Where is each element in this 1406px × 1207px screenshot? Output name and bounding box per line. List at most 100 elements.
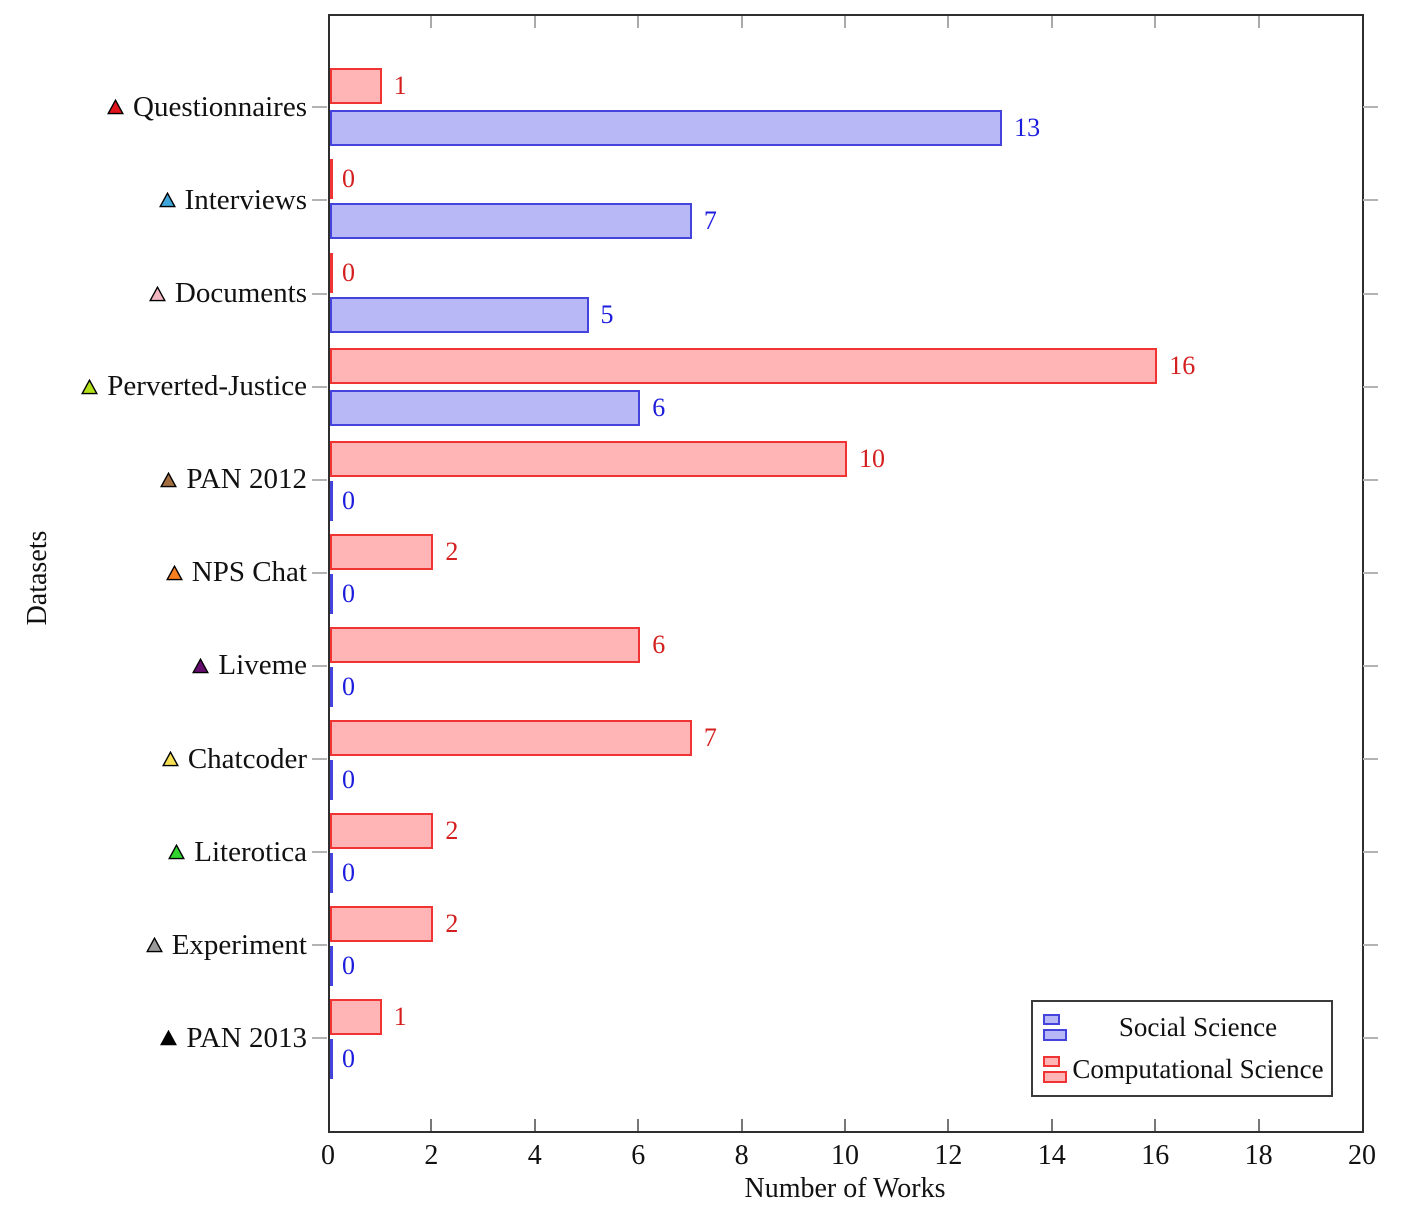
bar-social-science-perverted-justice xyxy=(330,389,641,426)
category-label-text: Chatcoder xyxy=(187,742,307,775)
x-tick-top-16 xyxy=(1154,16,1157,28)
x-tick-label-0: 0 xyxy=(321,1140,335,1171)
y-tick-right-perverted-justice xyxy=(1363,385,1378,388)
nps-chat-marker-icon xyxy=(165,564,183,581)
y-tick-left-questionnaires xyxy=(312,106,327,109)
y-tick-left-pan-2012 xyxy=(312,478,327,481)
bar-computational-science-questionnaires xyxy=(330,68,382,105)
value-label-social-science-experiment: 0 xyxy=(342,951,355,981)
category-label-text: Experiment xyxy=(171,928,307,961)
bar-computational-science-perverted-justice xyxy=(330,347,1158,384)
legend-label: Social Science xyxy=(1118,1011,1278,1042)
x-tick-8 xyxy=(740,1119,743,1131)
liveme-marker-icon xyxy=(192,657,210,674)
y-tick-left-pan-2013 xyxy=(312,1037,327,1040)
y-tick-right-questionnaires xyxy=(1363,106,1378,109)
category-label-liveme: Liveme xyxy=(192,646,307,686)
y-tick-left-interviews xyxy=(312,199,327,202)
y-tick-right-liveme xyxy=(1363,664,1378,667)
x-tick-top-10 xyxy=(844,16,846,28)
x-tick-label-16: 16 xyxy=(1141,1140,1170,1171)
category-label-text: Literotica xyxy=(194,835,307,868)
value-label-social-science-perverted-justice: 6 xyxy=(652,392,666,422)
value-label-computational-science-perverted-justice: 16 xyxy=(1169,350,1196,380)
x-tick-top-2 xyxy=(430,16,433,28)
category-label-questionnaires: Questionnaires xyxy=(107,87,307,127)
value-label-computational-science-documents: 0 xyxy=(342,257,355,287)
zero-bar-social-science-literotica xyxy=(330,853,333,894)
x-tick-label-2: 2 xyxy=(424,1140,439,1171)
legend-label: Computational Science xyxy=(1072,1054,1324,1085)
zero-bar-social-science-nps-chat xyxy=(330,573,333,614)
y-tick-right-interviews xyxy=(1363,199,1378,202)
x-tick-top-14 xyxy=(1050,16,1053,28)
chatcoder-marker-icon xyxy=(161,751,179,767)
x-tick-top-4 xyxy=(533,16,536,28)
x-tick-top-8 xyxy=(740,16,743,28)
value-label-computational-science-experiment: 2 xyxy=(445,909,459,939)
y-tick-left-literotica xyxy=(312,851,327,854)
y-axis-title: Datasets xyxy=(22,530,53,626)
questionnaires-marker-icon xyxy=(107,99,125,115)
value-label-computational-science-nps-chat: 2 xyxy=(445,536,459,566)
x-tick-10 xyxy=(844,1119,846,1131)
category-label-nps-chat: NPS Chat xyxy=(165,553,307,593)
category-label-chatcoder: Chatcoder xyxy=(161,739,307,779)
x-tick-6 xyxy=(637,1119,640,1131)
value-label-computational-science-literotica: 2 xyxy=(445,816,459,846)
x-tick-label-6: 6 xyxy=(631,1140,646,1171)
bar-computational-science-literotica xyxy=(330,813,434,850)
x-tick-top-6 xyxy=(637,16,640,28)
x-tick-label-10: 10 xyxy=(831,1140,859,1171)
pan-2013-marker-icon xyxy=(160,1030,178,1046)
category-label-experiment: Experiment xyxy=(145,925,307,965)
y-tick-left-documents xyxy=(312,292,327,295)
x-axis-title: Number of Works xyxy=(744,1173,946,1204)
value-label-computational-science-interviews: 0 xyxy=(342,164,355,194)
value-label-social-science-documents: 5 xyxy=(600,299,614,329)
social-science-swatch-icon xyxy=(1043,1013,1071,1041)
zero-bar-social-science-liveme xyxy=(330,666,333,707)
x-tick-label-12: 12 xyxy=(934,1140,963,1171)
value-label-social-science-pan-2012: 0 xyxy=(342,485,355,515)
category-label-perverted-justice: Perverted-Justice xyxy=(81,367,307,407)
x-tick-label-8: 8 xyxy=(734,1140,749,1171)
y-tick-left-chatcoder xyxy=(312,758,327,760)
value-label-social-science-questionnaires: 13 xyxy=(1014,113,1041,143)
y-tick-right-pan-2012 xyxy=(1363,478,1378,481)
experiment-marker-icon xyxy=(145,937,163,953)
legend: Social Science Computational Science xyxy=(1031,1000,1333,1097)
documents-marker-icon xyxy=(148,285,166,301)
x-tick-label-4: 4 xyxy=(527,1140,542,1171)
category-label-text: PAN 2013 xyxy=(186,1021,307,1054)
bar-computational-science-nps-chat xyxy=(330,533,434,570)
category-label-text: Liveme xyxy=(218,649,307,682)
computational-science-swatch-icon xyxy=(1043,1056,1071,1084)
category-label-interviews: Interviews xyxy=(158,180,307,220)
x-tick-label-20: 20 xyxy=(1348,1140,1376,1171)
value-label-computational-science-liveme: 6 xyxy=(652,629,666,659)
y-tick-right-literotica xyxy=(1363,851,1378,854)
value-label-social-science-pan-2013: 0 xyxy=(342,1044,355,1074)
y-tick-right-chatcoder xyxy=(1363,758,1378,760)
bar-computational-science-liveme xyxy=(330,626,641,663)
bar-social-science-questionnaires xyxy=(330,110,1003,147)
bar-computational-science-experiment xyxy=(330,906,434,943)
category-label-text: Perverted-Justice xyxy=(107,370,307,403)
x-tick-12 xyxy=(947,1119,950,1131)
x-tick-label-14: 14 xyxy=(1037,1140,1066,1171)
y-tick-right-documents xyxy=(1363,292,1378,295)
category-label-documents: Documents xyxy=(148,274,307,314)
category-label-pan-2012: PAN 2012 xyxy=(160,460,307,500)
value-label-social-science-chatcoder: 0 xyxy=(342,765,355,794)
x-tick-4 xyxy=(533,1119,536,1131)
bar-social-science-documents xyxy=(330,296,589,333)
zero-bar-computational-science-documents xyxy=(330,252,333,293)
zero-bar-computational-science-interviews xyxy=(330,159,333,200)
interviews-marker-icon xyxy=(158,192,176,208)
legend-entry-social-science: Social Science xyxy=(1039,1012,1325,1043)
zero-bar-social-science-experiment xyxy=(330,946,333,987)
x-tick-top-18 xyxy=(1257,16,1260,28)
category-label-text: NPS Chat xyxy=(191,556,307,589)
